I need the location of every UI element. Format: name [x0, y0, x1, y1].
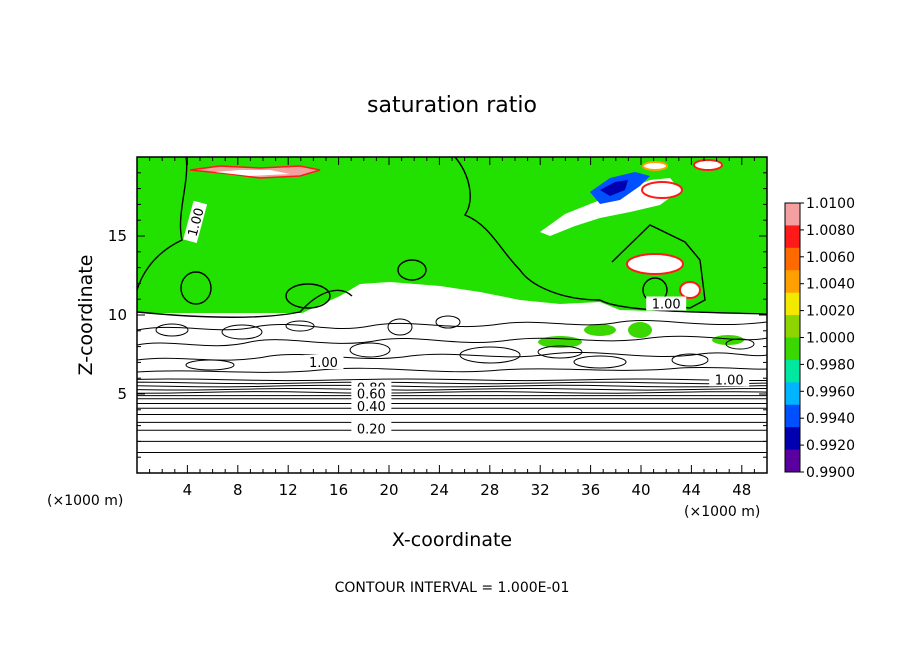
x-unit-left: (×1000 m) — [47, 493, 123, 509]
colorbar-swatch — [785, 337, 800, 361]
moisture-contours — [136, 156, 768, 318]
y-axis-label: Z-coordinate — [75, 255, 97, 376]
contour-label-bg — [351, 399, 392, 414]
near-saturation-band — [137, 282, 767, 318]
dry-streak-top — [215, 170, 290, 176]
x-tick-label: 48 — [732, 481, 751, 499]
colorbar-swatch — [785, 404, 800, 428]
y-tick-label: 15 — [108, 227, 127, 245]
contour-label-bg — [303, 354, 344, 369]
contour-label-bg — [646, 296, 687, 311]
colorbar: 1.0100 1.0080 1.0060 1.0040 1.0020 1.0000 0.99… — [784, 196, 855, 481]
dry-patch-right-2 — [626, 253, 684, 275]
contour-label: 0.20 — [357, 422, 386, 437]
y-axis-ticks: 5 10 15 — [108, 172, 767, 458]
contour-label: 1.00 — [652, 298, 681, 313]
x-tick-label: 16 — [329, 481, 348, 499]
colorbar-label: 0.9920 — [806, 438, 855, 454]
contour-label-bg — [351, 386, 392, 401]
subsaturated-contours — [136, 315, 768, 373]
colorbar-label: 1.0100 — [806, 196, 855, 212]
colorbar-swatch — [785, 427, 800, 451]
dry-patch-top-right — [693, 159, 723, 171]
x-tick-label: 32 — [531, 481, 550, 499]
x-tick-label: 28 — [480, 481, 499, 499]
contour-line — [136, 381, 768, 385]
dry-patch-right-3 — [679, 281, 701, 299]
colorbar-swatch — [785, 315, 800, 338]
x-unit-right: (×1000 m) — [684, 504, 760, 520]
x-tick-label: 40 — [631, 481, 650, 499]
colorbar-swatch — [785, 203, 800, 226]
contour-line — [136, 384, 768, 388]
x-tick-label: 20 — [379, 481, 398, 499]
contour-label-bg — [351, 421, 392, 436]
colorbar-label: 1.0060 — [806, 250, 855, 266]
dry-patch-right — [641, 181, 683, 199]
colorbar-label: 1.0080 — [806, 223, 855, 239]
colorbar-swatch — [785, 292, 800, 316]
contour-label: 1.00 — [715, 373, 744, 388]
x-tick-label: 44 — [682, 481, 701, 499]
colorbar-label: 0.9980 — [806, 357, 855, 373]
subsaturated-region — [137, 316, 767, 473]
colorbar-swatch — [785, 359, 800, 383]
colorbar-label: 1.0020 — [806, 304, 855, 320]
contour-line — [136, 387, 768, 391]
plot-area — [136, 156, 768, 474]
contour-label-bg — [709, 372, 750, 387]
x-tick-label: 4 — [183, 481, 193, 499]
colorbar-swatch — [785, 382, 800, 406]
contour-labels: 1.001.001.001.000.800.600.400.20 — [183, 200, 750, 437]
chart-title: saturation ratio — [367, 93, 537, 118]
x-tick-label: 12 — [279, 481, 298, 499]
contour-line — [136, 378, 768, 382]
contour-label-bg — [183, 200, 208, 244]
colorbar-label: 0.9940 — [806, 411, 855, 427]
x-tick-label: 24 — [430, 481, 449, 499]
colorbar-swatch — [785, 225, 800, 249]
stratified-contours — [136, 378, 768, 453]
contour-label: 0.60 — [357, 388, 386, 403]
colorbar-label: 1.0000 — [806, 331, 855, 347]
y-tick-label: 10 — [108, 306, 127, 324]
colorbar-swatch — [785, 449, 800, 473]
colorbar-label: 1.0040 — [806, 277, 855, 293]
contour-label: 0.40 — [357, 400, 386, 415]
x-axis-ticks: 4 8 12 16 20 24 28 32 36 40 44 48 — [149, 157, 755, 499]
x-axis-label: X-coordinate — [392, 529, 512, 551]
x-tick-label: 36 — [581, 481, 600, 499]
dry-patch-top — [642, 161, 668, 171]
contour-interval-note: CONTOUR INTERVAL = 1.000E-01 — [335, 580, 570, 596]
colorbar-swatch — [785, 247, 800, 271]
y-tick-label: 5 — [117, 385, 127, 403]
contour-label: 1.00 — [186, 206, 208, 238]
colorbar-label: 0.9900 — [806, 465, 855, 481]
colorbar-swatch — [785, 270, 800, 294]
colorbar-label: 0.9960 — [806, 384, 855, 400]
low-saturation-core — [600, 180, 628, 196]
contour-line — [136, 391, 768, 394]
x-tick-label: 8 — [233, 481, 243, 499]
contour-label: 1.00 — [309, 356, 338, 371]
